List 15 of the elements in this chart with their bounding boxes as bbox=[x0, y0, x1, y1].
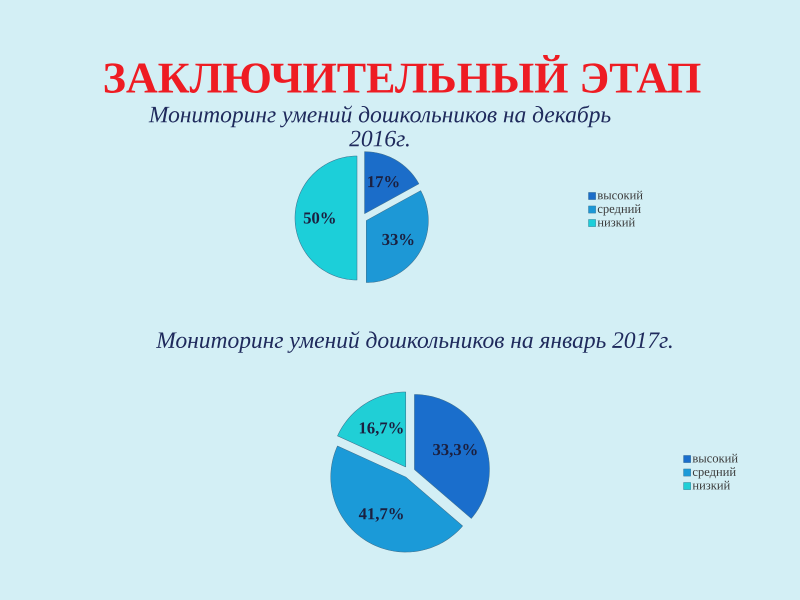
data-label: 41,7% bbox=[358, 508, 403, 522]
legend-label: высокий bbox=[692, 454, 738, 462]
chart-title: Мониторинг умений дошкольников на декабрь 2016г. bbox=[148, 105, 610, 147]
legend-label: низкий bbox=[692, 480, 730, 490]
data-label: 33,3% bbox=[433, 444, 477, 458]
data-label: 50% bbox=[304, 212, 335, 224]
text: ЗАКЛЮЧИТЕЛЬНЫЙ ЭТАП bbox=[104, 55, 700, 93]
data-label: 33% bbox=[382, 234, 414, 246]
data-label: 16,7% bbox=[360, 422, 403, 436]
legend-label: низкий bbox=[598, 218, 635, 226]
legend-label: высокий bbox=[598, 190, 643, 200]
legend-label: средний bbox=[692, 467, 736, 479]
data-label: 17% bbox=[368, 176, 399, 188]
chart-title: Мониторинг умений дошкольников на январь 2017г. bbox=[156, 331, 672, 353]
legend-label: средний bbox=[598, 204, 641, 216]
